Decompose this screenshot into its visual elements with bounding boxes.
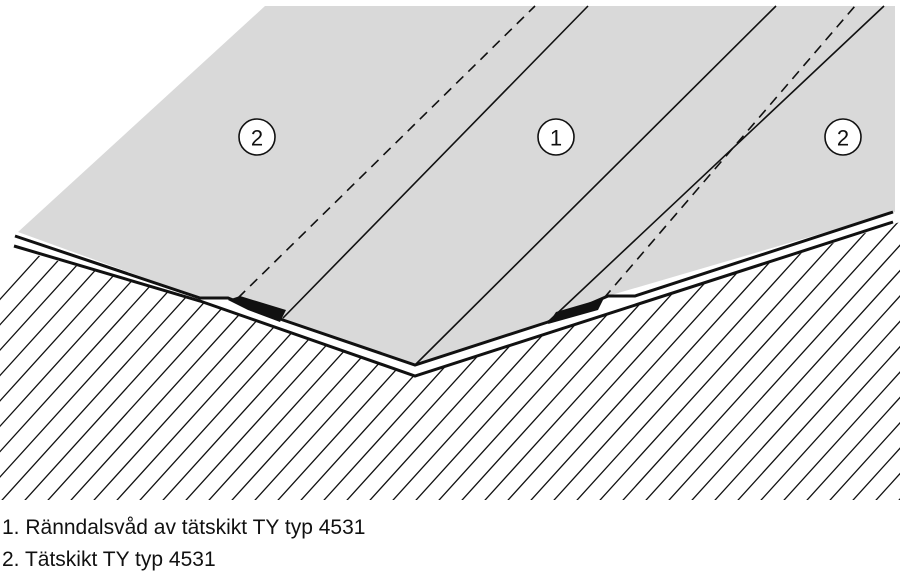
callout-circle (824, 118, 862, 156)
roof-surface-line (13, 220, 894, 378)
hatch-line (834, 222, 900, 500)
hatch-line (696, 222, 900, 500)
hatch-line (742, 222, 900, 500)
hatch-line (673, 222, 900, 500)
hatch-line (719, 222, 900, 500)
callout-left: 2 (238, 118, 276, 156)
hatch-line (627, 222, 900, 500)
valley-membrane-diagram: 2 1 2 (0, 5, 900, 500)
callout-center: 1 (537, 118, 575, 156)
callout-right: 2 (824, 118, 862, 156)
hatch-line (650, 222, 900, 500)
callout-circle (238, 118, 276, 156)
callout-label: 2 (251, 126, 263, 151)
hatch-line (765, 222, 900, 500)
legend-item: 1. Ränndalsvåd av tätskikt TY typ 4531 (2, 516, 366, 539)
legend-item: 2. Tätskikt TY typ 4531 (2, 548, 216, 571)
callout-label: 1 (550, 126, 562, 151)
callout-label: 2 (837, 126, 849, 151)
hatch-line (604, 222, 896, 500)
membrane-dashed-lines (237, 5, 856, 299)
hatch-line (581, 222, 873, 500)
membrane-fold-lines (282, 5, 885, 366)
callout-circle (537, 118, 575, 156)
weld-strip-left (228, 296, 286, 322)
membrane-surface (18, 6, 895, 365)
legend: 1. Ränndalsvåd av tätskikt TY typ 4531 2… (2, 512, 365, 576)
weld-strip-right (548, 298, 604, 324)
hatch-line (788, 222, 900, 500)
hatch-line (811, 222, 900, 500)
membrane-edge-line (14, 210, 894, 367)
